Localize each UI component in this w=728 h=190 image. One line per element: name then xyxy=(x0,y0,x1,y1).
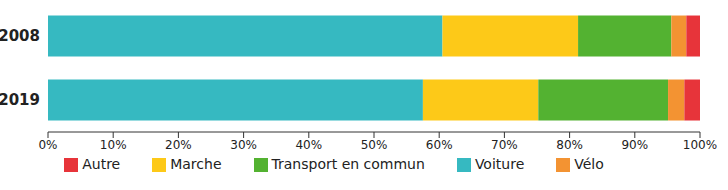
svg-text:20%: 20% xyxy=(165,138,192,152)
svg-text:40%: 40% xyxy=(295,138,322,152)
html-text:Vélo: Vélo xyxy=(574,156,604,172)
html-text:Transport en commun: Transport en commun xyxy=(271,156,425,172)
svg-text:90%: 90% xyxy=(621,138,648,152)
svg-text:2019: 2019 xyxy=(8,91,40,109)
svg-text:100%: 100% xyxy=(683,138,717,152)
svg-text:2008: 2008 xyxy=(8,27,40,45)
svg-text:10%: 10% xyxy=(100,138,127,152)
svg-text:80%: 80% xyxy=(556,138,583,152)
html-text:Autre: Autre xyxy=(82,156,121,172)
svg-text:70%: 70% xyxy=(491,138,518,152)
html-text:Marche: Marche xyxy=(170,156,222,172)
svg-text:0%: 0% xyxy=(38,138,57,152)
html-text:Voiture: Voiture xyxy=(474,156,525,172)
svg-text:50%: 50% xyxy=(361,138,388,152)
svg-text:60%: 60% xyxy=(426,138,453,152)
svg-text:30%: 30% xyxy=(230,138,257,152)
